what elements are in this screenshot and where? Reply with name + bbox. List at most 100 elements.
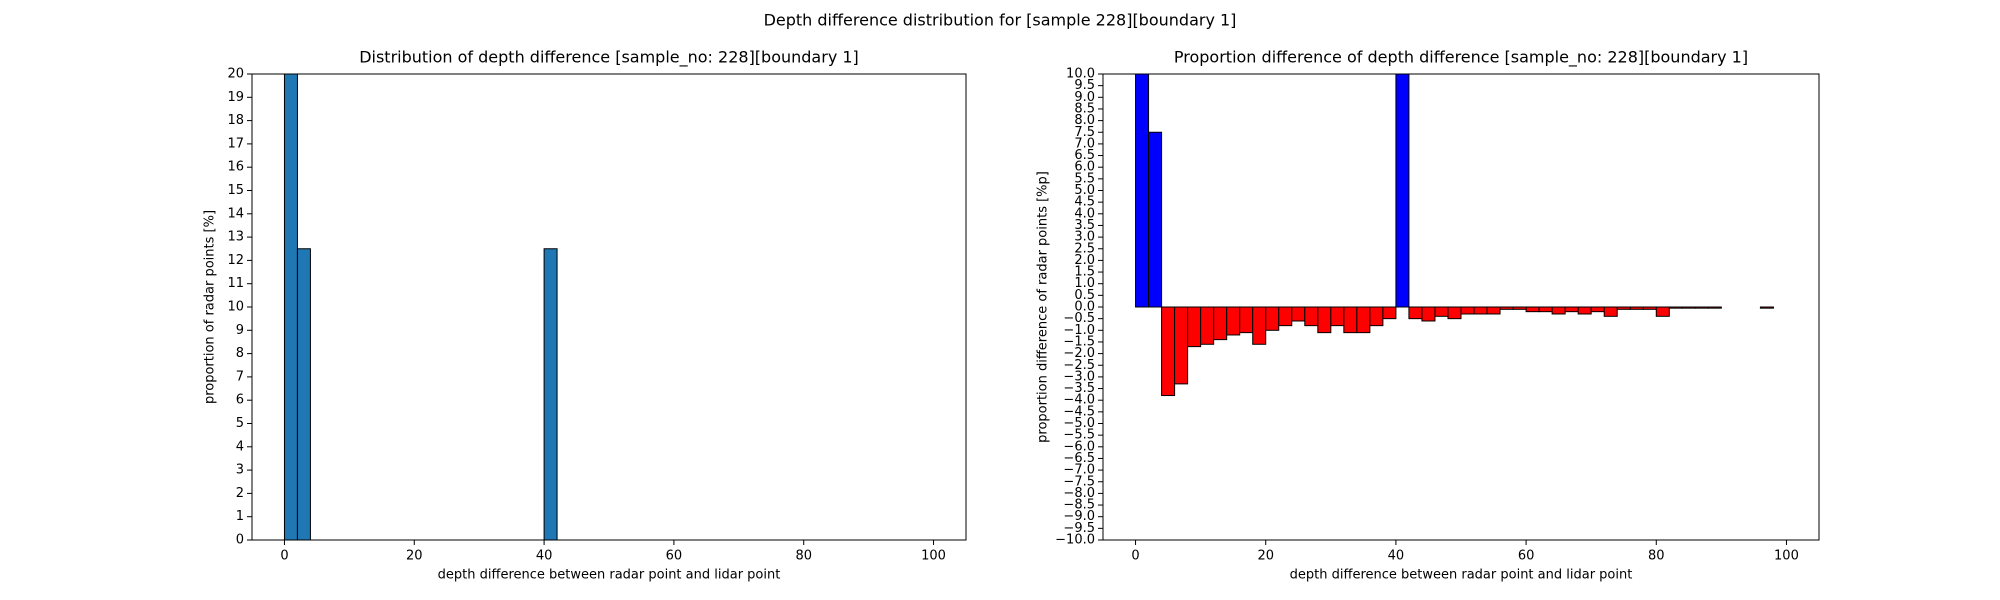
- figure-title: Depth difference distribution for [sampl…: [764, 11, 1237, 30]
- bar: [1421, 306, 1436, 322]
- y-tick-label: −5.5: [1063, 428, 1095, 443]
- y-tick-label: 9.5: [1074, 78, 1095, 93]
- y-tick-label: 1.0: [1074, 276, 1095, 291]
- bars: [283, 74, 558, 540]
- bars: [1135, 74, 1774, 397]
- y-tick-label: 3.5: [1074, 218, 1095, 233]
- y-tick-label: 2: [236, 486, 244, 501]
- bar: [1499, 306, 1514, 310]
- bar: [1603, 306, 1618, 317]
- y-tick-label: −4.5: [1063, 404, 1095, 419]
- bar: [1694, 306, 1709, 309]
- y-tick-label: −3.5: [1063, 381, 1095, 396]
- bar: [1577, 306, 1592, 315]
- bar: [1382, 306, 1397, 320]
- y-tick-label: 7.0: [1074, 136, 1095, 151]
- bar: [1252, 306, 1267, 345]
- x-tick-label: 20: [406, 549, 423, 564]
- bar: [1395, 74, 1410, 308]
- y-tick-label: −0.5: [1063, 311, 1095, 326]
- bar: [1590, 306, 1605, 313]
- y-tick-label: 0.0: [1074, 300, 1095, 315]
- y-tick-label: 3.0: [1074, 230, 1095, 245]
- bar: [1239, 306, 1254, 334]
- bar: [1434, 306, 1449, 317]
- bar: [1486, 306, 1501, 315]
- bar: [1538, 306, 1553, 313]
- bar: [1369, 306, 1384, 327]
- bar: [1681, 306, 1696, 309]
- y-tick-label: 7.5: [1074, 125, 1095, 140]
- y-tick-label: 6.0: [1074, 160, 1095, 175]
- x-tick-label: 20: [1257, 549, 1274, 564]
- y-tick-label: 9.0: [1074, 90, 1095, 105]
- y-tick-label: −8.0: [1063, 486, 1095, 501]
- bar: [1343, 306, 1358, 334]
- y-tick-label: 17: [227, 136, 244, 151]
- y-tick-label: −7.5: [1063, 474, 1095, 489]
- y-tick-label: 10.0: [1066, 67, 1095, 82]
- bar: [1148, 131, 1163, 308]
- y-tick-label: −1.5: [1063, 334, 1095, 349]
- y-tick-label: 8.5: [1074, 101, 1095, 116]
- y-tick-label: 13: [227, 230, 244, 245]
- y-tick-label: 3: [236, 463, 244, 478]
- y-tick-label: 7: [236, 369, 244, 384]
- y-tick-label: 4.0: [1074, 206, 1095, 221]
- y-tick-label: 5.0: [1074, 183, 1095, 198]
- y-tick-label: −1.0: [1063, 323, 1095, 338]
- bar: [1135, 74, 1150, 308]
- bar: [1707, 306, 1722, 309]
- bar: [1759, 306, 1774, 309]
- bar: [1187, 306, 1202, 348]
- y-tick-label: −4.0: [1063, 393, 1095, 408]
- x-tick-label: 100: [921, 549, 946, 564]
- y-axis-label: proportion of radar points [%]: [203, 210, 218, 404]
- y-tick-label: 14: [227, 206, 244, 221]
- y-tick-label: 0.5: [1074, 288, 1095, 303]
- bar: [283, 74, 298, 540]
- y-tick-label: 4.5: [1074, 195, 1095, 210]
- x-tick-label: 40: [1388, 549, 1405, 564]
- y-tick-label: 4: [236, 439, 244, 454]
- subplot-title: Proportion difference of depth differenc…: [1174, 48, 1748, 68]
- subplot-title: Distribution of depth difference [sample…: [359, 48, 859, 68]
- y-tick-label: −2.0: [1063, 346, 1095, 361]
- y-tick-label: 18: [227, 113, 244, 128]
- y-tick-label: −9.5: [1063, 521, 1095, 536]
- y-tick-label: 9: [236, 323, 244, 338]
- y-tick-label: 20: [227, 67, 244, 82]
- bar: [1525, 306, 1540, 313]
- bar: [1174, 306, 1189, 385]
- bar: [1330, 306, 1345, 327]
- bar: [1291, 306, 1306, 322]
- y-tick-label: −2.5: [1063, 358, 1095, 373]
- y-tick-label: −9.0: [1063, 509, 1095, 524]
- bar: [296, 248, 311, 540]
- x-tick-label: 100: [1774, 549, 1799, 564]
- bar: [1642, 306, 1657, 310]
- y-tick-label: 6.5: [1074, 148, 1095, 163]
- bar: [1512, 306, 1527, 310]
- x-tick-label: 80: [795, 549, 812, 564]
- y-tick-label: 6: [236, 393, 244, 408]
- y-tick-label: 5: [236, 416, 244, 431]
- y-tick-label: 2.5: [1074, 241, 1095, 256]
- y-tick-label: −3.0: [1063, 369, 1095, 384]
- x-axis-label: depth difference between radar point and…: [438, 568, 781, 583]
- bar: [1668, 306, 1683, 309]
- bar: [1213, 306, 1228, 341]
- y-tick-label: 2.0: [1074, 253, 1095, 268]
- y-tick-label: −6.5: [1063, 451, 1095, 466]
- y-tick-label: −5.0: [1063, 416, 1095, 431]
- bar: [1161, 306, 1176, 397]
- x-tick-label: 40: [536, 549, 553, 564]
- y-tick-label: 8.0: [1074, 113, 1095, 128]
- bar: [1473, 306, 1488, 315]
- bar: [1317, 306, 1332, 334]
- x-tick-label: 60: [666, 549, 683, 564]
- bar: [1460, 306, 1475, 315]
- bar: [1655, 306, 1670, 317]
- bar: [1226, 306, 1241, 336]
